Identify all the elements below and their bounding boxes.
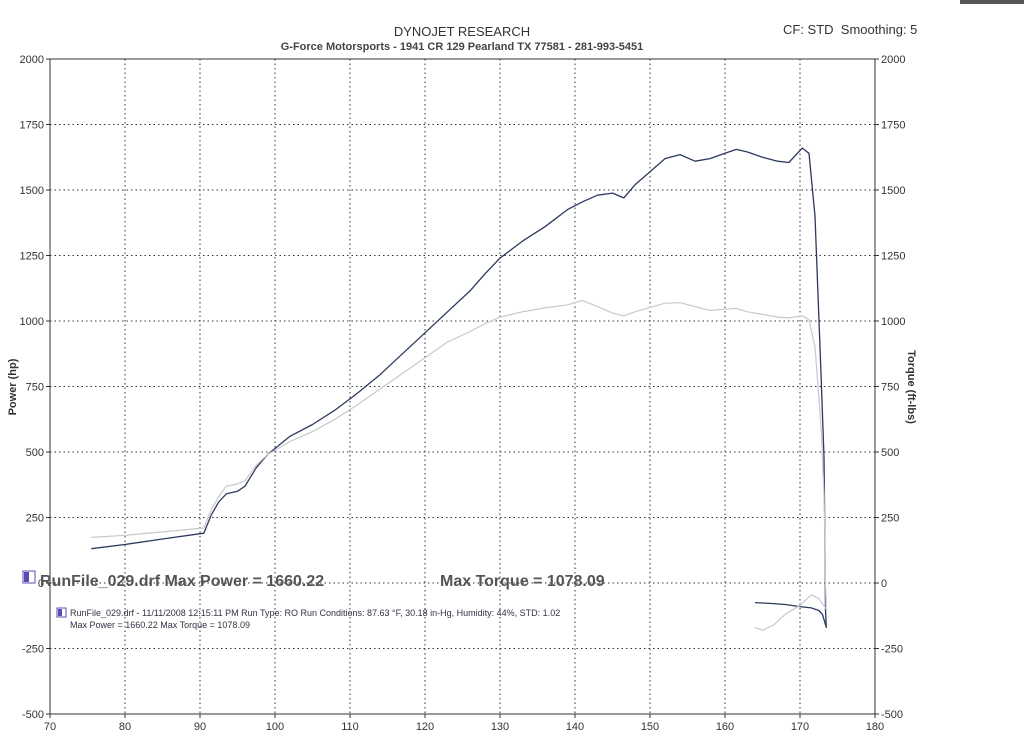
y2-tick-label: -250 (881, 644, 903, 656)
legend-line-1: RunFile_029.drf - 11/11/2008 12:15:11 PM… (70, 608, 560, 618)
x-tick-label: 180 (866, 721, 884, 733)
x-tick-label: 70 (44, 721, 56, 733)
legend-line-2: Max Power = 1660.22 Max Torque = 1078.09 (70, 620, 250, 630)
correction-info: CF: STD Smoothing: 5 (783, 22, 917, 37)
y-tick-label: 1500 (20, 185, 44, 197)
y2-tick-label: 2000 (881, 54, 905, 66)
run-max-power: RunFile_029.drf Max Power = 1660.22 (40, 573, 324, 590)
x-tick-label: 110 (341, 721, 359, 733)
cf-label: CF: STD (783, 22, 834, 37)
y2-tick-label: 0 (881, 578, 887, 590)
y-tick-label: -500 (22, 709, 44, 721)
x-tick-label: 140 (566, 721, 584, 733)
y2-tick-label: 1000 (881, 316, 905, 328)
x-tick-label: 150 (641, 721, 659, 733)
y-tick-label: 1000 (20, 316, 44, 328)
y-tick-label: 2000 (20, 54, 44, 66)
power-curve (91, 147, 827, 629)
x-tick-label: 90 (194, 721, 206, 733)
run-legend: RunFile_029.drf - 11/11/2008 12:15:11 PM… (56, 607, 560, 630)
y2-tick-label: 750 (881, 382, 899, 394)
max-torque: Max Torque = 1078.09 (440, 573, 605, 590)
y2-tick-label: 250 (881, 513, 899, 525)
y-tick-label: 0 (38, 578, 44, 590)
y2-tick-label: 1750 (881, 120, 905, 132)
chart-title: DYNOJET RESEARCH (393, 24, 531, 39)
torque-curve (91, 300, 827, 631)
y-tick-label: -250 (22, 644, 44, 656)
y-tick-label: 1750 (20, 120, 44, 132)
y2-tick-label: 1250 (881, 251, 905, 263)
summary-legend: RunFile_029.drf Max Power = 1660.22 Max … (22, 570, 605, 590)
y2-tick-label: 1500 (881, 185, 905, 197)
corner-scan-mark (960, 0, 1024, 4)
x-tick-label: 120 (416, 721, 434, 733)
x-tick-label: 170 (791, 721, 809, 733)
y-tick-label: 1250 (20, 251, 44, 263)
y2-tick-label: -500 (881, 709, 903, 721)
y-tick-label: 750 (26, 382, 44, 394)
summary-swatch-fill (24, 572, 29, 582)
y2-tick-label: 500 (881, 447, 899, 459)
axis-ticks: 70 80 90 100 110 120 130 140 150 160 170 180-500 -50… (20, 54, 906, 733)
series (91, 147, 827, 631)
y-axis-right-title: Torque (ft-lbs) (905, 350, 917, 424)
smoothing-label: Smoothing: 5 (840, 22, 918, 37)
y-tick-label: 500 (26, 447, 44, 459)
x-tick-label: 100 (266, 721, 284, 733)
y-axis-left-title: Power (hp) (7, 358, 19, 415)
x-tick-label: 130 (491, 721, 509, 733)
legend-swatch-fill (58, 609, 62, 616)
chart-subtitle: G-Force Motorsports - 1941 CR 129 Pearla… (280, 41, 644, 53)
x-tick-label: 80 (119, 721, 131, 733)
x-tick-label: 160 (716, 721, 734, 733)
y-tick-label: 250 (26, 513, 44, 525)
